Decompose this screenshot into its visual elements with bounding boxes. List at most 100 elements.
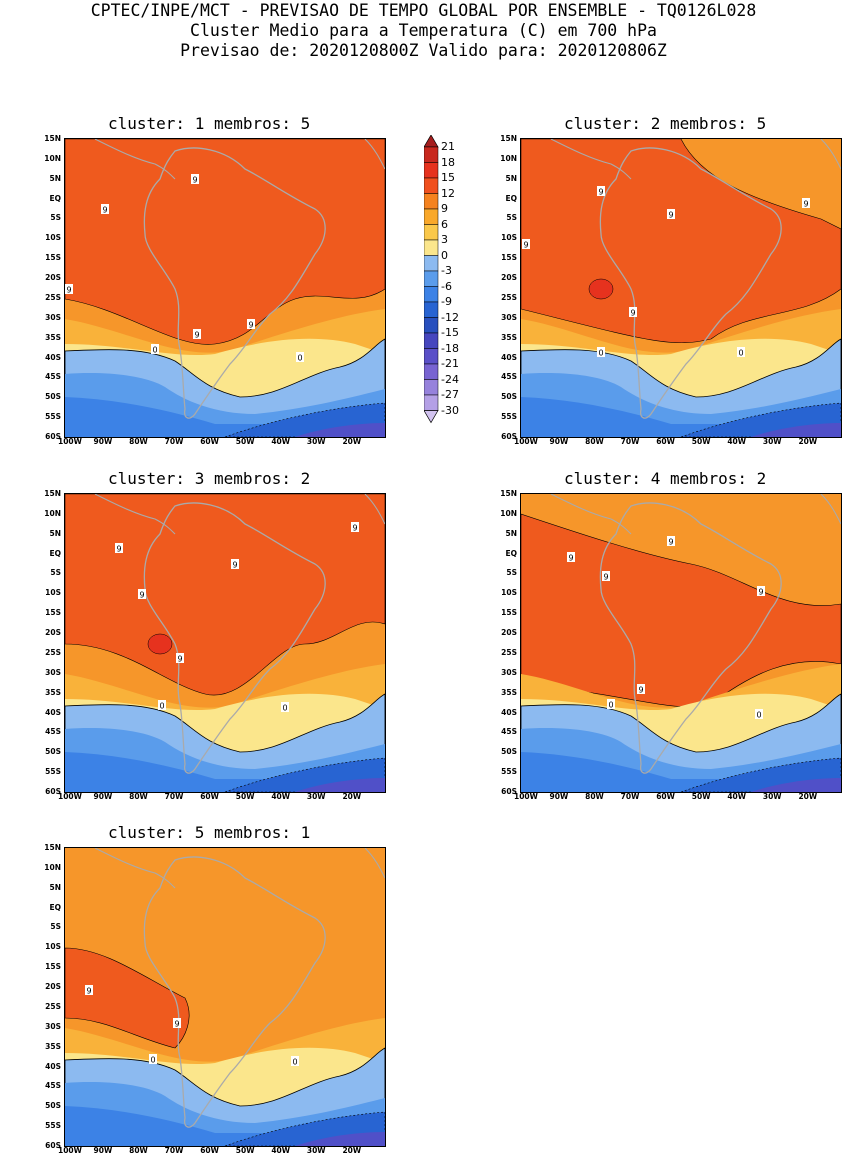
- lat-tick-label: 5N: [49, 528, 62, 538]
- contour-label: 0: [296, 352, 304, 363]
- contour-label: 9: [115, 543, 123, 554]
- lat-tick-label: 15N: [44, 843, 61, 852]
- lon-tick-label: 30W: [762, 792, 782, 801]
- contour-label: 9: [173, 1018, 181, 1029]
- colorbar-top-arrow: [423, 134, 439, 148]
- contour-label: 9: [522, 239, 530, 250]
- contour-label: 9: [138, 589, 146, 600]
- colorbar-graphic: [423, 134, 439, 424]
- svg-text:0: 0: [292, 1058, 297, 1067]
- lon-tick-label: 60W: [656, 437, 675, 446]
- map-frame: 9 9 9 0 0 9 9: [520, 493, 842, 793]
- svg-text:9: 9: [803, 200, 808, 209]
- continent-outline: [599, 502, 782, 774]
- svg-text:9: 9: [232, 561, 237, 570]
- contour-label: 9: [193, 329, 201, 340]
- contour-label: 9: [667, 536, 675, 547]
- lat-tick-label: 45S: [45, 1081, 61, 1091]
- lat-tick-label: 15S: [45, 608, 61, 618]
- svg-text:9: 9: [194, 331, 199, 340]
- svg-text:0: 0: [297, 354, 302, 363]
- field-warm-deep: [65, 139, 385, 345]
- svg-text:9: 9: [192, 176, 197, 185]
- contour-label: 9: [191, 174, 199, 185]
- field-red-core: [147, 633, 173, 655]
- lon-tick-label: 80W: [129, 1146, 148, 1155]
- colorbar-segment: [423, 177, 439, 194]
- central-america-outline: [94, 848, 176, 889]
- lat-tick-label: 55S: [501, 767, 517, 777]
- colorbar-label: 0: [441, 248, 448, 262]
- lat-tick-label: 20S: [45, 982, 61, 992]
- lat-tick-label: EQ: [49, 548, 62, 558]
- lon-tick-label: 20W: [342, 1146, 362, 1155]
- contour-label: 0: [291, 1056, 299, 1067]
- contour-label: 9: [629, 307, 637, 318]
- lon-tick-label: 60W: [200, 1146, 219, 1155]
- colorbar-label: 15: [441, 171, 455, 184]
- colorbar-segment: [423, 208, 439, 225]
- colorbar-label: -3: [441, 264, 452, 277]
- lat-tick-label: 5N: [49, 173, 62, 183]
- svg-text:9: 9: [174, 1020, 179, 1029]
- colorbar-segment: [423, 332, 439, 349]
- colorbar-segment: [423, 379, 439, 396]
- lat-tick-label: 15N: [44, 489, 61, 498]
- colorbar-segment: [423, 348, 439, 365]
- lat-tick-label: EQ: [49, 193, 62, 203]
- colorbar-label: -24: [441, 372, 459, 386]
- colorbar-label: -18: [441, 341, 459, 355]
- header-dates: Previsao de: 2020120800Z Valido para: 20…: [180, 41, 667, 60]
- colorbar-label: -12: [441, 310, 459, 324]
- lat-tick-label: 25S: [501, 647, 517, 657]
- lon-tick-label: 100W: [514, 792, 538, 801]
- lat-tick-label: 35S: [45, 687, 61, 697]
- panel-title: cluster: 3 membros: 2: [108, 469, 311, 488]
- lat-tick-label: 10N: [44, 862, 61, 872]
- lat-tick-label: 50S: [45, 392, 61, 402]
- field-purple: [295, 778, 385, 792]
- lat-tick-label: 30S: [501, 312, 517, 322]
- lon-tick-label: 90W: [93, 1146, 113, 1155]
- colorbar-label: -21: [441, 357, 459, 370]
- colorbar-label: -30: [441, 403, 459, 417]
- lat-tick-label: 25S: [45, 1001, 61, 1011]
- colorbar-label: 12: [441, 186, 455, 200]
- lat-tick-label: 45S: [45, 727, 61, 737]
- colorbar-segment: [423, 239, 439, 256]
- svg-text:9: 9: [177, 655, 182, 664]
- contour-label: 9: [802, 198, 810, 209]
- colorbar-label: 3: [441, 233, 448, 246]
- lon-tick-label: 90W: [93, 792, 113, 801]
- lon-tick-label: 100W: [58, 1146, 82, 1155]
- lat-tick-label: EQ: [49, 902, 62, 912]
- lat-tick-label: 45S: [45, 372, 61, 382]
- lat-tick-label: 40S: [45, 1061, 61, 1071]
- field-warm-deep: [65, 947, 190, 1049]
- lat-tick-label: 5S: [506, 568, 517, 578]
- lat-tick-label: EQ: [505, 548, 518, 558]
- colorbar-label: -27: [441, 388, 459, 401]
- lat-tick-label: 25S: [45, 292, 61, 302]
- svg-text:0: 0: [738, 349, 743, 358]
- contour-label: 0: [755, 709, 763, 720]
- temperature-field: 9 9 0 0: [65, 848, 385, 1146]
- lat-tick-label: 60S: [45, 432, 61, 441]
- svg-text:9: 9: [638, 686, 643, 695]
- lat-tick-label: 55S: [45, 767, 61, 777]
- field-warm-deep: [65, 494, 385, 696]
- lat-tick-label: 50S: [501, 747, 517, 757]
- lat-tick-label: 25S: [501, 292, 517, 302]
- lat-tick-label: 55S: [45, 1121, 61, 1131]
- lon-tick-label: 100W: [514, 437, 538, 446]
- colorbar-segment: [423, 317, 439, 334]
- central-america-outline: [550, 494, 632, 535]
- africa-outline: [364, 494, 385, 525]
- colorbar-label: 18: [441, 155, 455, 169]
- lat-tick-label: 5S: [506, 213, 517, 223]
- lon-tick-label: 60W: [200, 437, 219, 446]
- lon-tick-label: 60W: [656, 792, 675, 801]
- lat-tick-label: 50S: [45, 747, 61, 757]
- lat-tick-label: 5N: [505, 528, 518, 538]
- svg-text:9: 9: [116, 545, 121, 554]
